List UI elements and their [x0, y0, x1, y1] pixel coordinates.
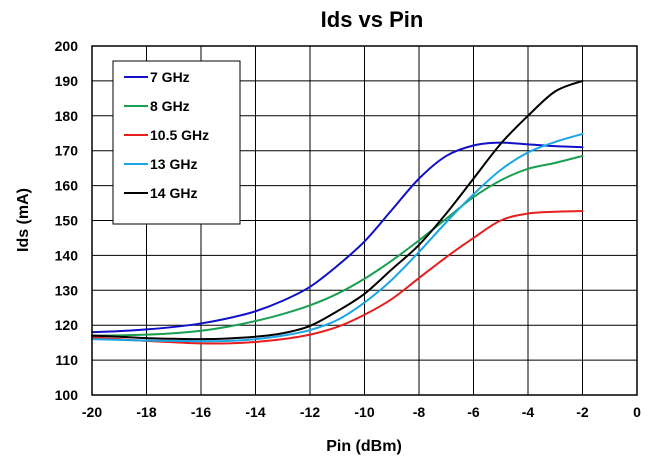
x-tick-label: -2 — [576, 404, 589, 420]
x-tick-label: -20 — [82, 404, 102, 420]
series-lines — [91, 79, 584, 345]
legend-label-7-ghz: 7 GHz — [150, 69, 190, 85]
legend-label-10-5-ghz: 10.5 GHz — [150, 127, 209, 143]
x-tick-labels: -20 -18 -16 -14 -12 -10 -8 -6 -4 -2 0 — [82, 404, 641, 420]
legend-label-8-ghz: 8 GHz — [150, 98, 190, 114]
series-line-10-5-ghz — [91, 210, 584, 345]
series-line-8-ghz — [91, 154, 584, 337]
y-tick-label: 190 — [55, 73, 79, 89]
y-tick-labels: 100 110 120 130 140 150 160 170 180 190 200 — [55, 38, 79, 403]
x-tick-label: -14 — [245, 404, 265, 420]
x-tick-label: -10 — [354, 404, 374, 420]
series-line-14-ghz — [91, 79, 584, 341]
y-axis-label: Ids (mA) — [15, 188, 32, 252]
chart-title: Ids vs Pin — [321, 7, 424, 32]
y-tick-label: 200 — [55, 38, 79, 54]
legend: 7 GHz 8 GHz 10.5 GHz 13 GHz 14 GHz — [112, 60, 241, 225]
plot-frame — [91, 45, 638, 396]
series-line-13-ghz — [91, 132, 584, 343]
y-tick-label: 170 — [55, 143, 79, 159]
y-tick-label: 140 — [55, 247, 79, 263]
x-tick-label: -8 — [413, 404, 426, 420]
y-tick-label: 100 — [55, 387, 79, 403]
legend-label-13-ghz: 13 GHz — [150, 156, 197, 172]
x-tick-label: -16 — [191, 404, 211, 420]
legend-label-14-ghz: 14 GHz — [150, 185, 197, 201]
x-tick-label: -4 — [522, 404, 535, 420]
x-tick-label: -12 — [300, 404, 320, 420]
x-tick-label: -18 — [136, 404, 156, 420]
y-tick-label: 130 — [55, 282, 79, 298]
y-tick-label: 150 — [55, 213, 79, 229]
y-tick-label: 110 — [55, 352, 78, 368]
y-tick-label: 160 — [55, 178, 79, 194]
y-tick-label: 180 — [55, 108, 79, 124]
x-tick-label: 0 — [633, 404, 641, 420]
x-tick-label: -6 — [467, 404, 480, 420]
y-tick-label: 120 — [55, 317, 79, 333]
legend-box — [112, 60, 241, 225]
x-axis-label: Pin (dBm) — [326, 438, 402, 455]
